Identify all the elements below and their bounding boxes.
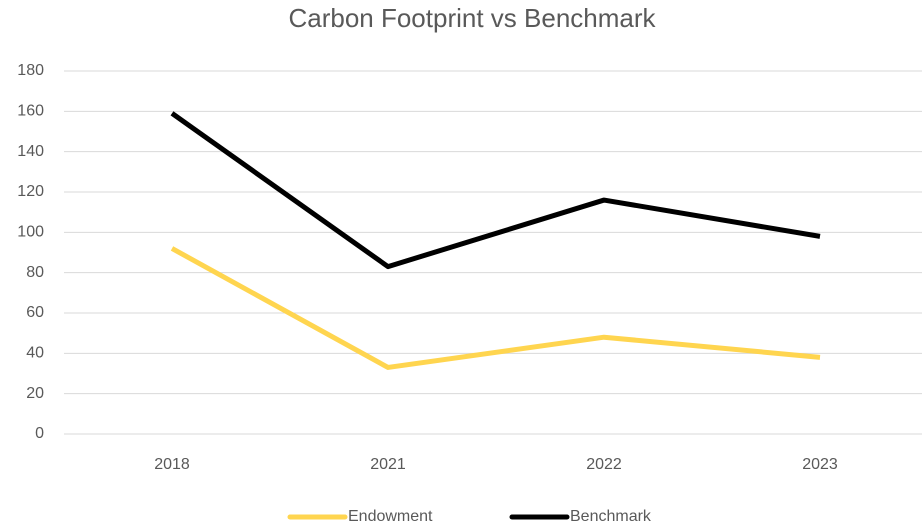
y-tick-label: 120 [17, 183, 44, 200]
x-tick-label: 2023 [802, 456, 838, 473]
chart-title: Carbon Footprint vs Benchmark [288, 3, 656, 33]
legend-label: Endowment [348, 508, 433, 525]
series-line [170, 111, 821, 270]
y-tick-label: 60 [26, 304, 44, 321]
x-tick-label: 2022 [586, 456, 622, 473]
y-tick-label: 180 [17, 62, 44, 79]
x-tick-label: 2018 [154, 456, 190, 473]
x-tick-label: 2021 [370, 456, 406, 473]
y-tick-label: 20 [26, 385, 44, 402]
y-tick-label: 0 [35, 425, 44, 442]
y-tick-label: 40 [26, 345, 44, 362]
y-tick-label: 160 [17, 103, 44, 120]
y-tick-label: 100 [17, 224, 44, 241]
y-tick-label: 80 [26, 264, 44, 281]
series-line [170, 246, 821, 370]
y-tick-label: 140 [17, 143, 44, 160]
legend-label: Benchmark [570, 508, 652, 525]
